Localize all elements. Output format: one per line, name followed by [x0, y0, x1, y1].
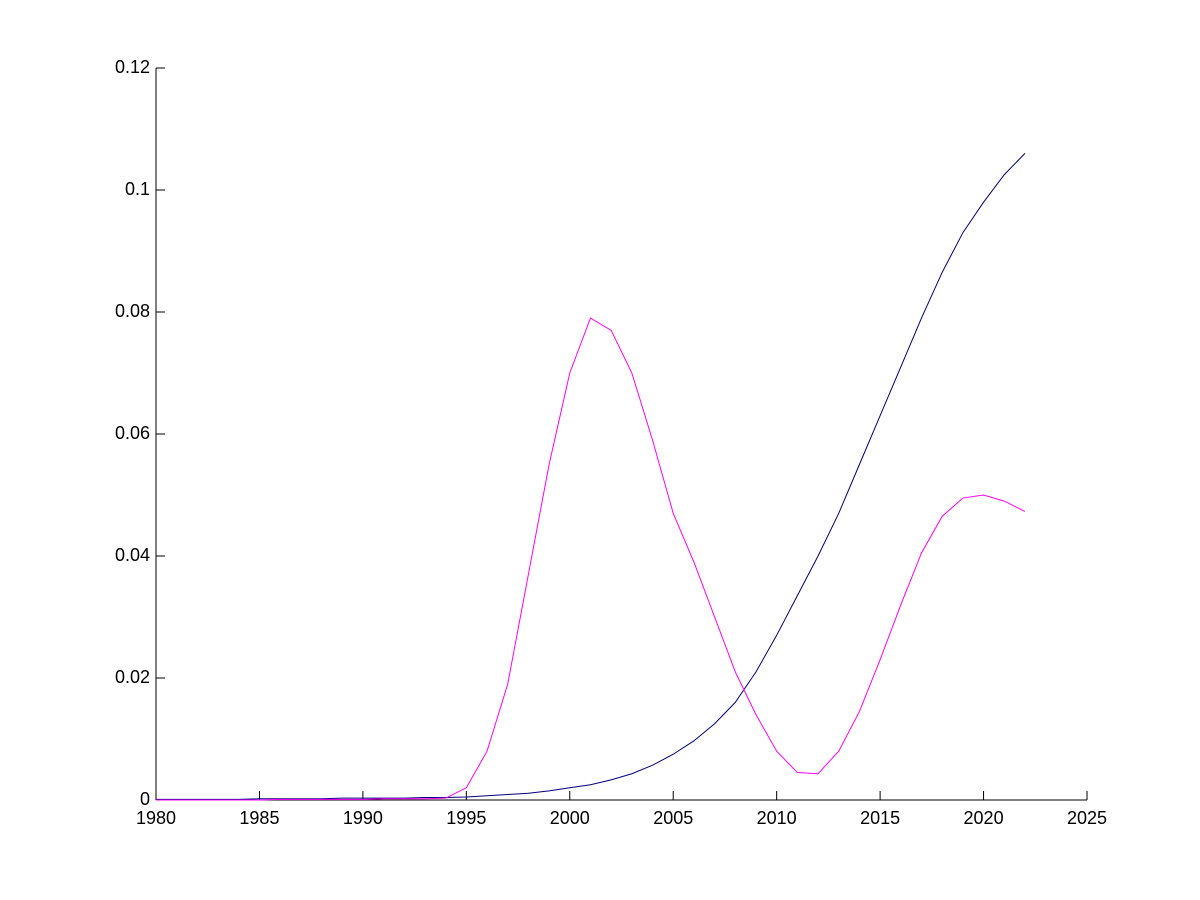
x-tick-label: 1985 [239, 808, 279, 828]
y-tick-label: 0.1 [125, 179, 150, 199]
x-tick-label: 1980 [136, 808, 176, 828]
y-tick-label: 0.12 [115, 57, 150, 77]
y-tick-label: 0.02 [115, 667, 150, 687]
y-tick-label: 0.06 [115, 423, 150, 443]
x-tick-label: 1990 [343, 808, 383, 828]
x-tick-label: 2020 [964, 808, 1004, 828]
x-tick-label: 2010 [757, 808, 797, 828]
x-tick-label: 2015 [860, 808, 900, 828]
x-tick-label: 2000 [550, 808, 590, 828]
x-tick-label: 2025 [1067, 808, 1107, 828]
x-tick-label: 2005 [653, 808, 693, 828]
line-series [156, 317, 1026, 801]
y-tick-label: 0.08 [115, 301, 150, 321]
y-tick-label: 0.04 [115, 545, 150, 565]
y-tick-label: 0 [140, 789, 150, 809]
line-series [156, 153, 1026, 800]
x-tick-label: 1995 [446, 808, 486, 828]
